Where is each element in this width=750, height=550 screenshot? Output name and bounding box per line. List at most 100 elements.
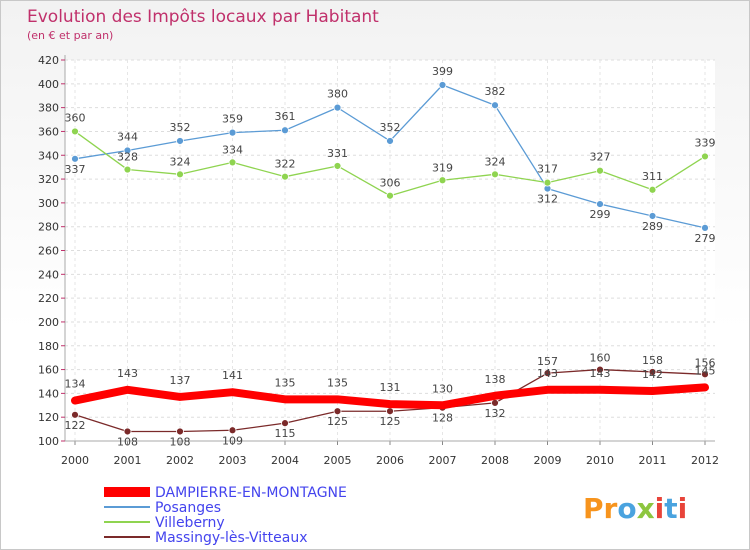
y-tick-label: 240 (38, 268, 59, 281)
data-label: 289 (642, 220, 663, 233)
data-label: 337 (65, 163, 86, 176)
y-tick-label: 320 (38, 173, 59, 186)
data-label: 328 (117, 151, 138, 164)
data-label: 359 (222, 113, 243, 126)
data-label: 361 (275, 110, 296, 123)
y-tick-label: 340 (38, 149, 59, 162)
data-point (386, 191, 394, 200)
data-point (123, 427, 132, 436)
data-label: 134 (65, 378, 86, 391)
legend-label: Massingy-lès-Vitteaux (155, 530, 308, 546)
data-point (333, 407, 342, 416)
data-label: 125 (327, 415, 348, 428)
y-tick-label: 160 (38, 364, 59, 377)
y-tick-label: 400 (38, 78, 59, 91)
data-point (71, 127, 79, 136)
data-label: 317 (537, 163, 558, 176)
data-point (123, 146, 132, 155)
data-point (228, 158, 237, 167)
data-label: 135 (275, 376, 296, 389)
data-label: 339 (695, 136, 716, 149)
chart-subtitle: (en € et par an) (27, 29, 113, 42)
data-label: 319 (432, 161, 453, 174)
data-label: 157 (537, 355, 558, 368)
data-label: 109 (222, 434, 243, 447)
y-tick-label: 380 (38, 102, 59, 115)
chart-title: Evolution des Impôts locaux par Habitant (27, 7, 379, 27)
data-point (176, 170, 184, 179)
data-label: 382 (485, 85, 506, 98)
legend-label: Posanges (155, 500, 221, 516)
data-label: 380 (327, 88, 348, 101)
logo-letter: r (604, 492, 618, 525)
logo-letter: i (678, 492, 688, 525)
data-point (543, 178, 552, 187)
y-tick-label: 280 (38, 221, 59, 234)
data-label: 122 (65, 419, 86, 432)
series-line (71, 383, 709, 410)
x-tick-label: 2007 (429, 454, 457, 467)
data-point (438, 176, 447, 185)
data-point (333, 103, 342, 112)
data-label: 306 (380, 177, 401, 190)
axes: 100 120 140 160 180 200 220 240 260 280 300 320 340 3… (38, 54, 719, 467)
x-tick-label: 2006 (376, 454, 404, 467)
data-label: 135 (327, 376, 348, 389)
y-tick-label: 140 (38, 387, 59, 400)
data-point (386, 407, 394, 416)
data-label: 143 (590, 367, 611, 380)
data-point (701, 223, 709, 232)
data-point (176, 427, 184, 436)
data-point (596, 166, 604, 175)
data-point (71, 410, 79, 419)
data-point (648, 185, 657, 194)
legend-label: Villeberny (155, 515, 225, 531)
data-label: 399 (432, 65, 453, 78)
y-tick-label: 180 (38, 340, 59, 353)
data-label: 138 (485, 373, 506, 386)
data-label: 108 (117, 435, 138, 448)
x-tick-label: 2002 (166, 454, 194, 467)
data-point (438, 81, 447, 89)
x-tick-label: 2003 (219, 454, 247, 467)
data-label: 145 (695, 364, 716, 377)
data-label: 115 (275, 427, 296, 440)
data-label: 158 (642, 354, 663, 367)
x-tick-label: 2012 (691, 454, 719, 467)
x-tick-label: 2000 (61, 454, 89, 467)
data-point (123, 165, 132, 174)
y-tick-label: 420 (38, 54, 59, 67)
data-label: 279 (695, 232, 716, 245)
x-tick-label: 2011 (639, 454, 667, 467)
data-label: 141 (222, 369, 243, 382)
data-label: 125 (380, 415, 401, 428)
data-point (228, 426, 237, 435)
data-label: 128 (432, 412, 453, 425)
proxiti-logo: Proxiti (583, 492, 687, 525)
x-tick-label: 2010 (586, 454, 614, 467)
legend-label: DAMPIERRE-EN-MONTAGNE (155, 485, 347, 501)
logo-letter: o (617, 492, 636, 525)
x-tick-label: 2004 (271, 454, 299, 467)
data-label: 331 (327, 147, 348, 160)
x-tick-label: 2009 (534, 454, 562, 467)
data-label: 143 (117, 367, 138, 380)
data-point (71, 154, 79, 163)
data-point (648, 212, 657, 220)
data-point (543, 369, 552, 378)
logo-letter: x (637, 492, 655, 525)
data-point (491, 398, 499, 407)
data-point (491, 101, 499, 110)
logo-text: Proxiti (583, 492, 687, 525)
data-label: 352 (380, 121, 401, 134)
data-label: 160 (590, 352, 611, 365)
data-point (386, 137, 394, 145)
x-tick-label: 2008 (481, 454, 509, 467)
legend: DAMPIERRE-EN-MONTAGNEPosangesVillebernyM… (104, 485, 347, 546)
y-tick-label: 360 (38, 125, 59, 138)
y-tick-label: 300 (38, 197, 59, 210)
data-label: 137 (170, 374, 191, 387)
data-point (176, 137, 184, 145)
logo-letter: P (583, 492, 604, 525)
